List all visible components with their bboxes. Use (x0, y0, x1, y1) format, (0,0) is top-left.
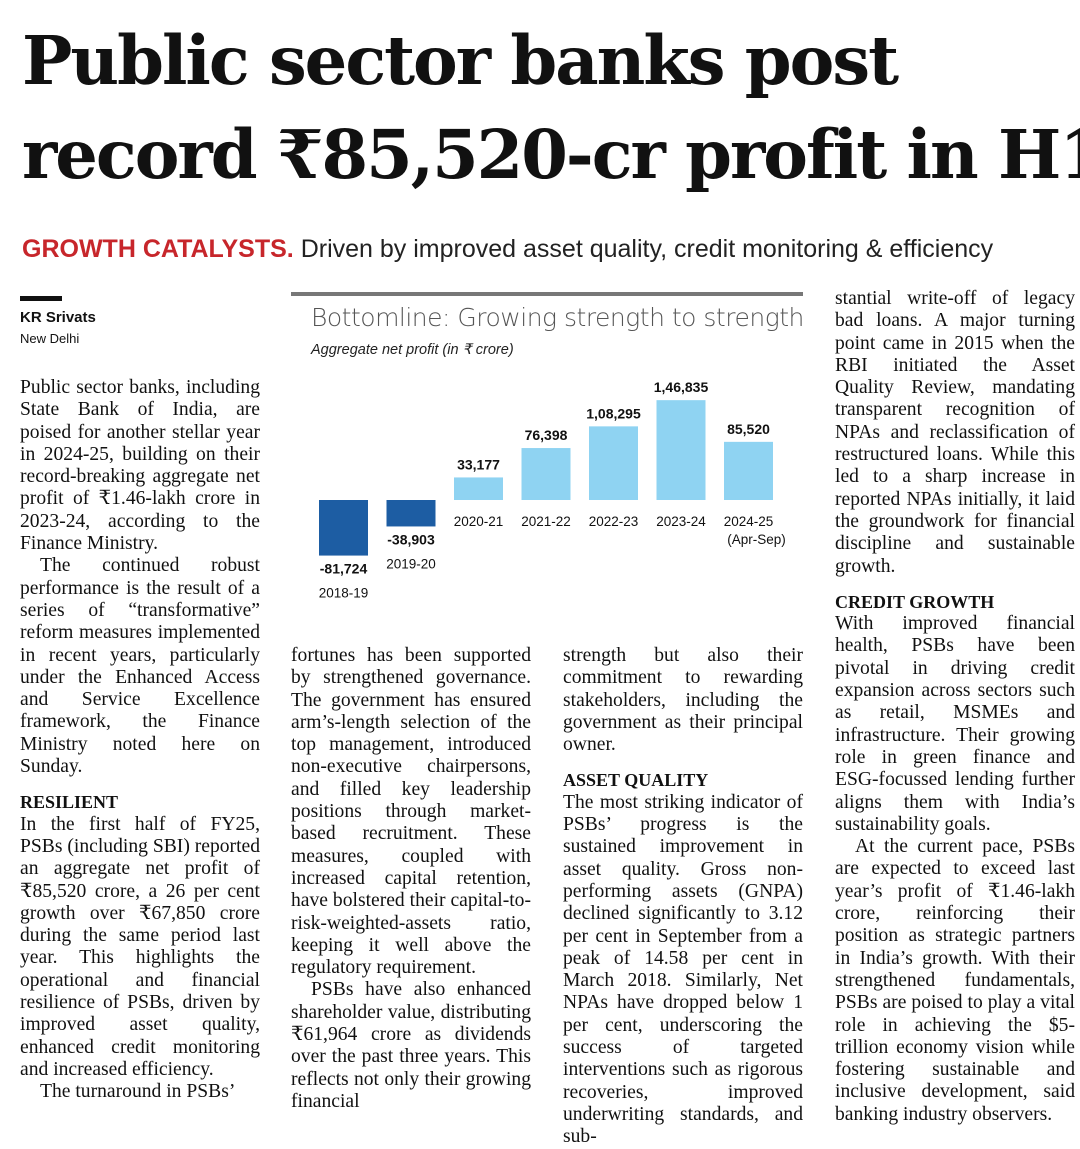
value-label: 33,177 (457, 456, 500, 472)
headline-line-2: record ₹85,520-cr profit in H1 (22, 115, 1080, 194)
category-label: 2020-21 (454, 514, 504, 529)
bar-2022-23 (589, 426, 638, 500)
subhead-kicker: GROWTH CATALYSTS. (22, 235, 294, 263)
bar-2018-19 (319, 500, 368, 556)
paragraph: At the current pace, PSBs are expected t… (835, 836, 1075, 1125)
category-label: 2023-24 (656, 514, 706, 529)
paragraph: Public sector banks, including State Ban… (20, 377, 260, 555)
chart-subtitle: Aggregate net profit (in ₹ crore) (311, 342, 514, 358)
paragraph: PSBs have also enhanced shareholder valu… (291, 979, 531, 1112)
article-column-4: stantial write-off of legacy bad loans. … (835, 288, 1075, 1126)
headline-line-1: Public sector banks post (22, 21, 899, 100)
article-column-1: Public sector banks, including State Ban… (20, 377, 260, 1104)
paragraph: The most striking indicator of PSBs’ pro… (563, 791, 803, 1148)
paragraph: With improved financial health, PSBs hav… (835, 613, 1075, 835)
value-label: -38,903 (387, 531, 435, 547)
article-column-3: strength but also their commitment to re… (563, 645, 803, 1149)
subhead-text: Driven by improved asset quality, credit… (300, 235, 994, 263)
value-label: 1,08,295 (586, 405, 641, 421)
paragraph: strength but also their commitment to re… (563, 645, 803, 756)
value-label: 1,46,835 (654, 379, 709, 395)
paragraph: In the first half of FY25, PSBs (includi… (20, 813, 261, 1080)
chart-top-rule (291, 292, 803, 296)
paragraph: The continued robust performance is the … (20, 555, 260, 778)
category-label: 2022-23 (589, 514, 639, 529)
value-label: 76,398 (525, 427, 568, 443)
bar-2019-20 (386, 500, 436, 527)
paragraph: stantial write-off of legacy bad loans. … (835, 288, 1075, 577)
category-label: 2021-22 (521, 514, 571, 529)
byline-author: KR Srivats (20, 309, 96, 326)
bar-2021-22 (521, 448, 571, 500)
bar-2020-21 (454, 477, 503, 500)
section-heading-resilient: RESILIENT (20, 792, 119, 813)
category-note: (Apr-Sep) (727, 532, 786, 547)
value-label: 85,520 (727, 421, 770, 437)
category-label: 2024-25 (724, 514, 774, 529)
paragraph: fortunes has been supported by strengthe… (291, 645, 531, 979)
headline: Public sector banks post record ₹85,520-… (22, 14, 1080, 202)
section-heading-credit-growth: CREDIT GROWTH (835, 591, 995, 612)
section-heading-asset-quality: ASSET QUALITY (563, 770, 709, 791)
paragraph: The turnaround in PSBs’ (40, 1081, 236, 1103)
article-column-2: fortunes has been supported by strengthe… (291, 645, 531, 1113)
chart-title: Bottomline: Growing strength to strength (311, 303, 804, 332)
category-label: 2018-19 (319, 586, 369, 601)
subheadline: GROWTH CATALYSTS. Driven by improved ass… (22, 232, 1072, 266)
category-label: 2019-20 (386, 556, 436, 571)
dateline: New Delhi (20, 331, 80, 346)
value-label: -81,724 (320, 561, 368, 577)
bar-chart: -81,724 2018-19 -38,903 2019-20 33,177 2020-2… (319, 379, 786, 601)
bar-2023-24 (656, 400, 706, 500)
byline-rule (20, 296, 62, 301)
bar-2024-25 (724, 441, 773, 500)
